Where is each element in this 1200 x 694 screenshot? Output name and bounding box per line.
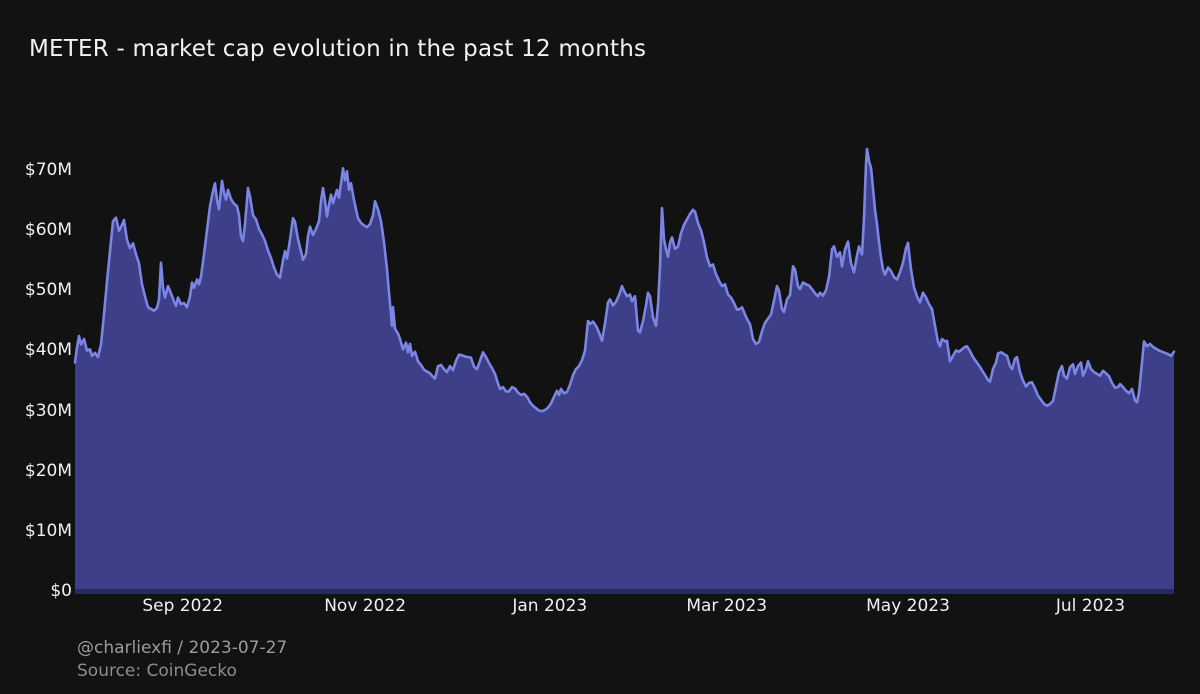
chart-footer: @charliexfi / 2023-07-27 Source: CoinGec…: [77, 637, 287, 683]
x-tick-label: May 2023: [866, 596, 950, 616]
y-tick-label: $70M: [24, 160, 72, 181]
y-tick-label: $20M: [24, 460, 72, 481]
y-tick-label: $0: [50, 581, 72, 601]
series-line: [73, 147, 1176, 413]
x-axis-spine: [75, 589, 1174, 594]
y-tick-label: $10M: [24, 520, 72, 541]
y-tick-label: $40M: [24, 340, 72, 361]
author-credit: @charliexfi / 2023-07-27: [77, 638, 288, 658]
x-tick-label: Mar 2023: [686, 596, 768, 616]
x-tick-label: Sep 2022: [142, 596, 224, 616]
y-tick-label: $50M: [24, 280, 72, 301]
x-tick-label: Jul 2023: [1055, 596, 1126, 616]
x-tick-label: Nov 2022: [324, 596, 407, 616]
x-tick-label: Jan 2023: [512, 596, 588, 616]
chart-title: METER - market cap evolution in the past…: [29, 36, 647, 62]
source-credit: Source: CoinGecko: [77, 661, 237, 681]
y-tick-label: $30M: [24, 400, 72, 421]
area-fill: [75, 149, 1174, 591]
y-tick-label: $60M: [24, 220, 72, 241]
